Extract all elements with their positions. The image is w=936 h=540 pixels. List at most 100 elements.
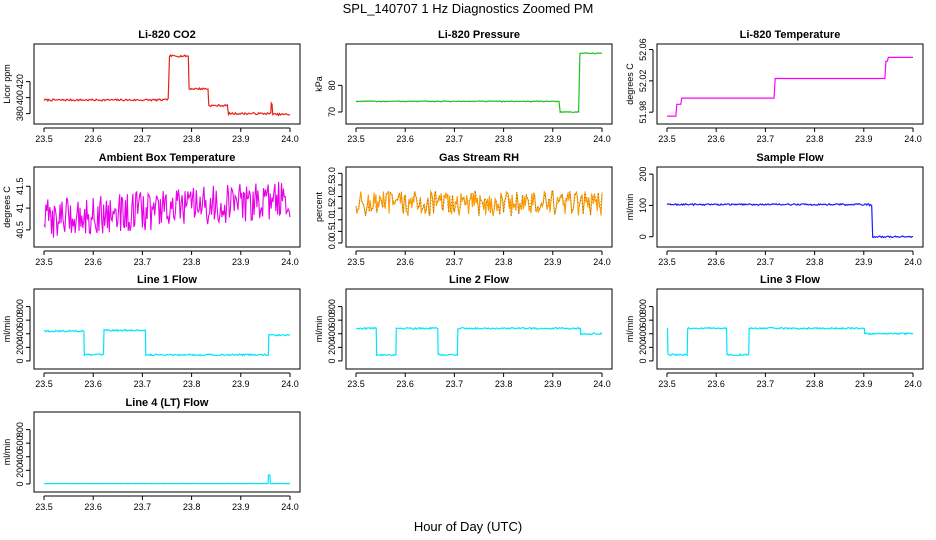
x-tick-label: 23.7 [757, 379, 775, 389]
x-axis: 23.5 23.6 23.7 23.8 23.9 24.0 [347, 250, 611, 267]
y-tick-label: 100 [638, 198, 648, 213]
x-tick-label: 23.9 [232, 379, 250, 389]
y-tick-label: 2.5 [327, 179, 337, 192]
plot-frame [345, 288, 613, 370]
plot-frame [33, 166, 301, 248]
panel-title: Li-820 Temperature [740, 29, 841, 41]
y-tick-label: 70 [327, 107, 337, 117]
plot-frame [656, 166, 924, 248]
y-tick-label: 41 [15, 203, 25, 213]
x-tick-label: 24.0 [281, 257, 299, 267]
x-tick-label: 23.6 [396, 379, 414, 389]
chart-panel: Line 2 Flow 23.5 23.6 23.7 23.8 23.9 24.0 0 2004… [314, 274, 613, 389]
x-tick-label: 23.8 [495, 134, 513, 144]
x-axis: 23.5 23.6 23.7 23.8 23.9 24.0 [35, 250, 299, 267]
panel-title: Li-820 Pressure [438, 29, 520, 41]
y-tick-label: 800 [15, 299, 25, 314]
x-tick-label: 24.0 [281, 134, 299, 144]
y-tick-label: 600 [327, 313, 337, 328]
chart-panel: Li-820 Pressure 23.5 23.6 23.7 23.8 23.9 24.0 7… [314, 29, 613, 144]
x-tick-label: 23.8 [806, 379, 824, 389]
x-axis: 23.5 23.6 23.7 23.8 23.9 24.0 [347, 372, 611, 389]
series-line [356, 326, 603, 357]
series-line [43, 181, 291, 238]
y-tick-label: 400 [15, 90, 25, 105]
series-line [43, 474, 291, 485]
x-tick-label: 23.8 [183, 379, 201, 389]
x-axis: 23.5 23.6 23.7 23.8 23.9 24.0 [658, 127, 922, 144]
y-tick-label: 400 [15, 449, 25, 464]
x-tick-label: 23.8 [495, 257, 513, 267]
y-axis-label: ml/min [2, 439, 12, 466]
x-tick-label: 23.6 [84, 134, 102, 144]
plot-frame [33, 288, 301, 370]
y-tick-label: 600 [638, 313, 648, 328]
panel-title: Line 1 Flow [137, 274, 197, 286]
series-line [355, 189, 603, 217]
y-axis-label: degrees C [625, 63, 635, 105]
figure-title: SPL_140707 1 Hz Diagnostics Zoomed PM [343, 1, 594, 16]
x-tick-label: 23.7 [757, 257, 775, 267]
y-tick-label: 600 [15, 313, 25, 328]
y-tick-label: 0 [15, 358, 25, 363]
x-tick-label: 23.6 [707, 379, 725, 389]
x-tick-label: 23.8 [806, 134, 824, 144]
y-axis: 70 80 [327, 80, 343, 117]
y-tick-label: 800 [15, 422, 25, 437]
x-tick-label: 23.6 [707, 257, 725, 267]
y-tick-label: 200 [15, 340, 25, 355]
x-tick-label: 23.7 [446, 134, 464, 144]
x-tick-label: 24.0 [593, 257, 611, 267]
x-tick-label: 23.5 [347, 379, 365, 389]
chart-panel: Gas Stream RH 23.5 23.6 23.7 23.8 23.9 24.0 0.0… [314, 152, 613, 267]
x-tick-label: 23.9 [855, 379, 873, 389]
x-tick-label: 23.8 [183, 257, 201, 267]
y-axis: 0.00.51.01.52.02.53.0 [327, 167, 343, 250]
x-tick-label: 24.0 [281, 502, 299, 512]
y-axis: 0 100 200 [638, 167, 654, 239]
x-tick-label: 23.6 [396, 134, 414, 144]
y-tick-label: 2.0 [327, 190, 337, 203]
plot-frame [656, 43, 924, 125]
x-tick-label: 23.7 [446, 257, 464, 267]
y-axis: 40.5 41 41.5 [15, 178, 31, 239]
y-tick-label: 3.0 [327, 167, 337, 180]
x-tick-label: 23.5 [658, 134, 676, 144]
y-tick-label: 0.0 [327, 237, 337, 250]
panel-title: Li-820 CO2 [138, 29, 195, 41]
plot-frame [345, 43, 613, 125]
x-tick-label: 23.9 [544, 134, 562, 144]
x-axis: 23.5 23.6 23.7 23.8 23.9 24.0 [658, 372, 922, 389]
x-tick-label: 23.9 [544, 257, 562, 267]
x-axis-label: Hour of Day (UTC) [414, 519, 522, 534]
x-tick-label: 23.7 [446, 379, 464, 389]
x-tick-label: 23.6 [84, 502, 102, 512]
y-tick-label: 380 [15, 106, 25, 121]
y-tick-label: 200 [15, 463, 25, 478]
x-tick-label: 23.9 [232, 134, 250, 144]
x-axis: 23.5 23.6 23.7 23.8 23.9 24.0 [35, 495, 299, 512]
plot-frame [33, 43, 301, 125]
plot-frame [656, 288, 924, 370]
panel-title: Line 3 Flow [760, 274, 820, 286]
x-tick-label: 23.7 [134, 134, 152, 144]
x-tick-label: 23.5 [35, 134, 53, 144]
y-tick-label: 52.02 [638, 70, 648, 93]
y-tick-label: 0 [327, 358, 337, 363]
y-tick-label: 51.98 [638, 101, 648, 124]
y-axis-label: ml/min [625, 316, 635, 343]
y-axis-label: ml/min [2, 316, 12, 343]
y-axis-label: Licor ppm [2, 64, 12, 104]
series-line [666, 202, 914, 239]
x-tick-label: 23.8 [183, 134, 201, 144]
x-tick-label: 24.0 [593, 379, 611, 389]
x-tick-label: 23.6 [84, 257, 102, 267]
chart-panel: Line 1 Flow 23.5 23.6 23.7 23.8 23.9 24.0 0 2004… [2, 274, 301, 389]
y-tick-label: 400 [15, 326, 25, 341]
chart-panel: Li-820 Temperature 23.5 23.6 23.7 23.8 23.9 24… [625, 29, 924, 144]
